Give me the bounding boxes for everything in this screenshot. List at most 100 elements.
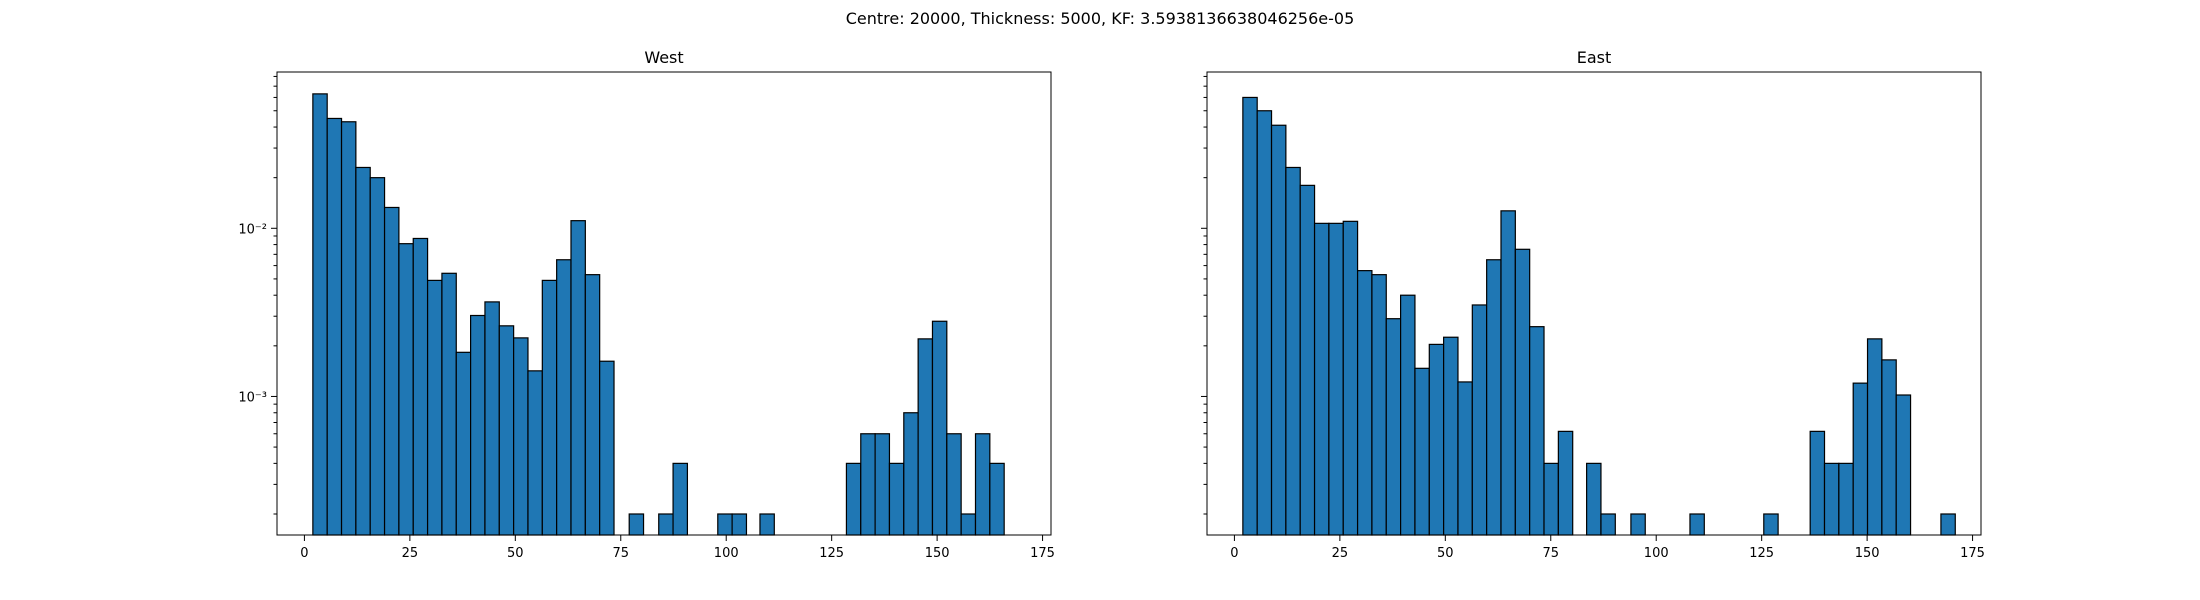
west-bar	[355, 166, 371, 536]
east-bar	[1866, 338, 1883, 536]
east-bar	[1299, 184, 1316, 536]
west-y-tick-label: 10⁻³	[238, 390, 267, 405]
west-x-tick-label: 50	[507, 546, 524, 561]
east-x-tick-label: 25	[1332, 546, 1349, 561]
east-bar	[1940, 513, 1956, 536]
east-x-tick-label: 125	[1749, 546, 1774, 561]
west-x-tick-label: 75	[612, 546, 629, 561]
west-bar	[845, 462, 862, 536]
east-bar	[1630, 513, 1646, 536]
east-bar	[1400, 294, 1416, 536]
west-bar	[326, 117, 343, 536]
west-bar	[484, 301, 500, 536]
east-bar	[1285, 166, 1301, 536]
east-bar	[1270, 124, 1287, 536]
west-bar	[731, 513, 748, 536]
west-bar	[989, 462, 1005, 536]
west-bar	[584, 274, 601, 536]
west-bar	[527, 370, 543, 536]
west-bar	[903, 412, 919, 536]
west-bar	[369, 177, 386, 536]
east-bar	[1689, 513, 1705, 536]
west-bar	[599, 360, 615, 536]
east-bar	[1514, 248, 1531, 536]
east-bar	[1313, 222, 1330, 536]
west-axes: West 0 25 50 75 100 125 150 175 10⁻² 10⁻³	[238, 48, 1055, 561]
east-bar	[1852, 382, 1869, 536]
east-bar	[1256, 110, 1273, 536]
east-bar	[1371, 274, 1387, 536]
figure-suptitle: Centre: 20000, Thickness: 5000, KF: 3.59…	[846, 9, 1355, 28]
east-x-tick-label: 75	[1542, 546, 1559, 561]
east-bar	[1500, 210, 1516, 536]
west-bar	[513, 337, 529, 536]
west-bar	[570, 220, 586, 536]
west-bar	[946, 433, 962, 536]
west-bar	[874, 433, 891, 536]
east-bar	[1895, 394, 1912, 536]
east-axes-title: East	[1577, 48, 1612, 67]
east-bar	[1557, 430, 1574, 536]
east-bar	[1471, 304, 1488, 536]
west-bar	[383, 206, 400, 536]
west-axes-frame	[276, 71, 1052, 536]
west-x-tick-label: 125	[819, 546, 844, 561]
east-x-tick-label: 175	[1960, 546, 1985, 561]
west-bar	[960, 513, 977, 536]
west-bar	[658, 513, 674, 536]
west-bar	[340, 121, 357, 536]
east-axes-frame	[1206, 71, 1982, 536]
east-bar	[1881, 359, 1897, 536]
west-bar	[426, 279, 443, 536]
west-bar	[628, 513, 645, 536]
west-bar	[759, 513, 775, 536]
east-bar	[1763, 513, 1779, 536]
east-x-tick-label: 100	[1644, 546, 1669, 561]
east-bar	[1342, 220, 1359, 536]
east-bar	[1529, 326, 1545, 536]
west-y-tick-label: 10⁻²	[238, 222, 267, 237]
west-bar	[917, 338, 934, 536]
west-bar	[541, 279, 558, 536]
east-x-tick-label: 50	[1437, 546, 1454, 561]
east-bar	[1242, 96, 1258, 536]
west-bar	[398, 243, 414, 536]
west-x-tick-label: 150	[925, 546, 950, 561]
east-x-tick-label: 150	[1855, 546, 1880, 561]
west-bar	[312, 93, 328, 536]
west-bar	[412, 237, 429, 536]
east-x-tick-label: 0	[1230, 546, 1238, 561]
east-bar	[1543, 462, 1559, 536]
east-bar	[1600, 513, 1616, 536]
east-bar	[1414, 367, 1430, 536]
west-bar	[888, 462, 905, 536]
west-bar	[498, 325, 515, 536]
east-bar	[1457, 381, 1473, 536]
west-x-tick-label: 0	[300, 546, 308, 561]
east-bar	[1385, 318, 1402, 536]
east-bar	[1486, 259, 1502, 536]
east-bar	[1356, 270, 1373, 536]
west-axes-title: West	[644, 48, 683, 67]
east-bar	[1328, 222, 1344, 536]
west-bar	[974, 433, 991, 536]
east-bar	[1443, 336, 1459, 536]
west-bar	[931, 320, 948, 536]
west-bar	[441, 272, 457, 536]
west-bar	[470, 314, 486, 536]
east-bar	[1838, 462, 1854, 536]
west-bar	[455, 351, 472, 536]
west-x-tick-label: 175	[1030, 546, 1055, 561]
west-bar	[556, 259, 572, 536]
west-bar	[717, 513, 733, 536]
east-bar	[1809, 430, 1826, 536]
east-bar	[1823, 462, 1840, 536]
west-bar	[860, 433, 876, 536]
west-x-tick-label: 100	[714, 546, 739, 561]
east-axes: East 0 25 50 75 100 125 150 175	[1201, 48, 1985, 561]
west-x-tick-label: 25	[402, 546, 419, 561]
east-bar	[1428, 343, 1445, 536]
west-bar	[672, 462, 689, 536]
